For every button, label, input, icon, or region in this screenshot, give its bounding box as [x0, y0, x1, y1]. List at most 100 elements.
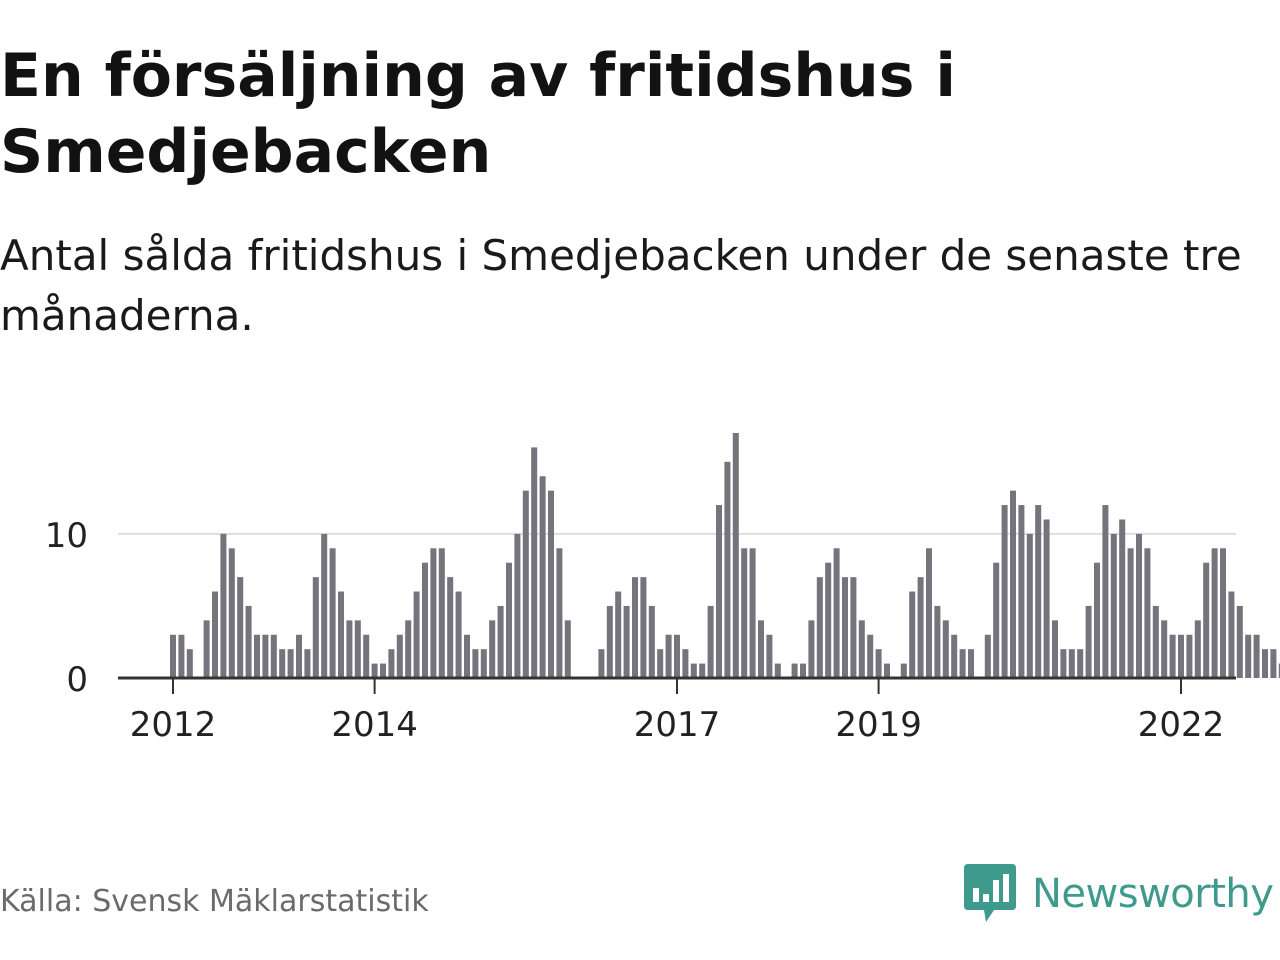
bar: [1068, 649, 1075, 678]
bars: [170, 433, 1280, 678]
bar: [497, 605, 504, 678]
x-tick-label: 2022: [1138, 705, 1225, 745]
y-tick-label: 0: [66, 660, 88, 700]
bar: [186, 649, 193, 678]
bar: [212, 591, 218, 678]
bar: [262, 634, 269, 678]
bar: [758, 620, 764, 678]
bar: [388, 649, 395, 678]
bar: [279, 649, 286, 678]
bar: [531, 447, 538, 678]
bar: [321, 533, 328, 678]
bar: [287, 649, 294, 678]
bar: [716, 505, 722, 678]
bar: [1077, 649, 1084, 678]
bar: [657, 649, 664, 678]
bar: [1035, 505, 1042, 678]
bar: [741, 548, 748, 678]
bar: [690, 663, 697, 678]
bar: [682, 649, 689, 678]
bar: [800, 663, 806, 678]
bar: [1194, 620, 1201, 678]
bar: [514, 533, 521, 678]
x-tick-label: 2014: [331, 705, 418, 745]
bar: [380, 663, 386, 678]
bar: [1119, 519, 1126, 678]
bar: [438, 548, 445, 678]
axes: 0101201220142017201920222024: [45, 516, 1236, 745]
bar: [1228, 591, 1235, 678]
bar: [1127, 548, 1134, 678]
bar: [774, 663, 781, 678]
bar: [254, 634, 260, 678]
bar: [170, 634, 176, 678]
x-tick-label: 2012: [130, 705, 217, 745]
bar: [791, 663, 798, 678]
bar: [329, 548, 336, 678]
bar: [1136, 533, 1142, 678]
bar: [1010, 490, 1016, 678]
bar: [884, 663, 890, 678]
bar: [480, 649, 487, 678]
bar: [1043, 519, 1050, 678]
chart-title: En försäljning av fritidshus i Smedjebac…: [0, 41, 956, 187]
bar: [1018, 505, 1025, 678]
newsworthy-logo-icon: [964, 864, 1016, 922]
bar: [413, 591, 420, 678]
bar: [430, 548, 437, 678]
bar: [724, 461, 731, 678]
bar: [875, 649, 882, 678]
bar: [1203, 562, 1210, 678]
bar: [506, 562, 512, 678]
bar: [926, 548, 932, 678]
bar: [766, 634, 773, 678]
bar: [405, 620, 412, 678]
source-note: Källa: Svensk Mäklarstatistik: [0, 884, 429, 919]
bar: [632, 577, 638, 678]
bar: [1110, 533, 1117, 678]
bar: [942, 620, 949, 678]
bar: [1161, 620, 1168, 678]
bar: [489, 620, 496, 678]
bar: [1102, 505, 1109, 678]
bar: [1278, 663, 1280, 678]
bar: [178, 634, 185, 678]
bar: [203, 620, 210, 678]
bar: [1236, 605, 1243, 678]
bar: [1220, 548, 1226, 678]
bar: [1211, 548, 1218, 678]
bar: [422, 562, 428, 678]
bar: [648, 605, 655, 678]
bar: [338, 591, 344, 678]
bar: [447, 577, 454, 678]
bar: [1060, 649, 1067, 678]
bar: [539, 476, 546, 678]
bar: [1026, 533, 1033, 678]
bar: [606, 605, 613, 678]
bar: [1001, 505, 1008, 678]
bar: [808, 620, 815, 678]
chart-subtitle: Antal sålda fritidshus i Smedjebacken un…: [0, 231, 1242, 340]
bar: [354, 620, 361, 678]
bar: [825, 562, 832, 678]
newsworthy-logo: Newsworthy: [964, 864, 1274, 924]
x-tick-label: 2019: [835, 705, 922, 745]
bar: [993, 562, 1000, 678]
bar: [371, 663, 378, 678]
bar: [455, 591, 462, 678]
bar: [984, 634, 991, 678]
bar: [270, 634, 277, 678]
bar: [934, 605, 941, 678]
bar: [615, 591, 622, 678]
bar: [1270, 649, 1277, 678]
y-tick-label: 10: [45, 516, 88, 556]
bar: [858, 620, 865, 678]
bar: [833, 548, 840, 678]
bar: [598, 649, 605, 678]
bar: [1169, 634, 1176, 678]
bar-chart: 0101201220142017201920222024: [45, 433, 1280, 745]
bar: [1262, 649, 1268, 678]
bar: [968, 649, 974, 678]
bar: [732, 433, 739, 678]
bar: [1178, 634, 1184, 678]
